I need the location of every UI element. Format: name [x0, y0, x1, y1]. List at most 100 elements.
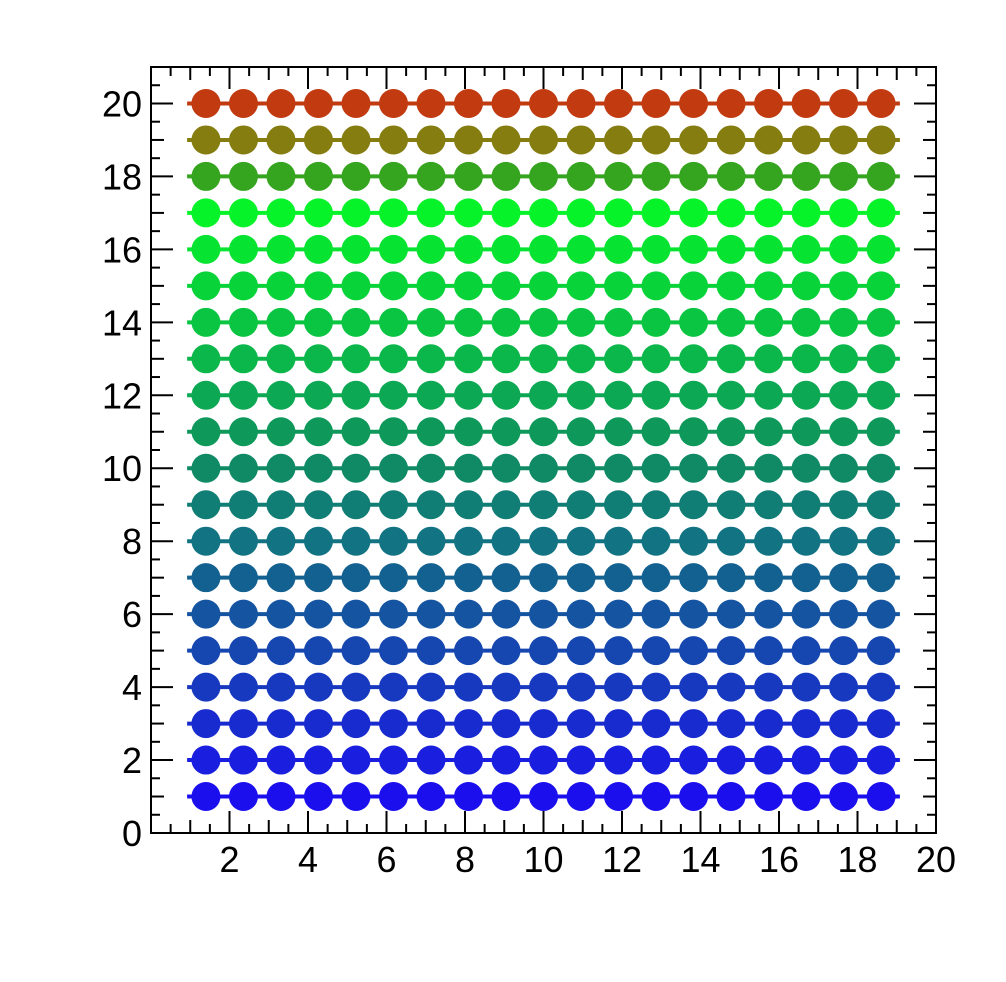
- data-marker-row-2: [416, 745, 446, 775]
- data-marker-row-4: [866, 672, 896, 702]
- data-marker-row-14: [716, 307, 746, 337]
- data-marker-row-20: [491, 88, 521, 118]
- data-marker-row-3: [416, 709, 446, 739]
- data-marker-row-13: [791, 344, 821, 374]
- data-marker-row-3: [341, 709, 371, 739]
- data-marker-row-19: [641, 125, 671, 155]
- data-marker-row-8: [341, 526, 371, 556]
- data-marker-row-6: [303, 599, 333, 629]
- data-marker-row-12: [303, 380, 333, 410]
- data-marker-row-18: [454, 161, 484, 191]
- data-marker-row-13: [341, 344, 371, 374]
- data-marker-row-19: [791, 125, 821, 155]
- data-marker-row-1: [491, 782, 521, 812]
- data-marker-row-10: [491, 453, 521, 483]
- data-marker-row-17: [754, 198, 784, 228]
- data-marker-row-19: [416, 125, 446, 155]
- data-marker-row-16: [378, 234, 408, 264]
- data-marker-row-11: [604, 417, 634, 447]
- data-marker-row-8: [416, 526, 446, 556]
- data-marker-row-11: [754, 417, 784, 447]
- data-marker-row-15: [341, 271, 371, 301]
- data-marker-row-9: [679, 490, 709, 520]
- data-marker-row-10: [641, 453, 671, 483]
- data-marker-row-11: [566, 417, 596, 447]
- data-marker-row-16: [866, 234, 896, 264]
- data-marker-row-18: [716, 161, 746, 191]
- data-marker-row-16: [416, 234, 446, 264]
- data-marker-row-10: [416, 453, 446, 483]
- data-marker-row-4: [416, 672, 446, 702]
- y-tick-label: 10: [102, 448, 142, 489]
- data-marker-row-3: [716, 709, 746, 739]
- data-marker-row-12: [829, 380, 859, 410]
- data-marker-row-7: [266, 563, 296, 593]
- x-tick-label: 18: [837, 839, 877, 880]
- data-marker-row-10: [829, 453, 859, 483]
- data-marker-row-17: [791, 198, 821, 228]
- data-marker-row-19: [341, 125, 371, 155]
- data-marker-row-14: [491, 307, 521, 337]
- data-marker-row-10: [341, 453, 371, 483]
- data-marker-row-6: [716, 599, 746, 629]
- data-marker-row-19: [754, 125, 784, 155]
- data-marker-row-14: [454, 307, 484, 337]
- data-marker-row-16: [716, 234, 746, 264]
- data-marker-row-2: [266, 745, 296, 775]
- data-marker-row-19: [266, 125, 296, 155]
- data-marker-row-20: [266, 88, 296, 118]
- data-marker-row-12: [191, 380, 221, 410]
- data-marker-row-20: [754, 88, 784, 118]
- data-marker-row-2: [679, 745, 709, 775]
- data-marker-row-15: [641, 271, 671, 301]
- data-marker-row-12: [228, 380, 258, 410]
- data-marker-row-5: [641, 636, 671, 666]
- data-marker-row-8: [303, 526, 333, 556]
- data-marker-row-18: [529, 161, 559, 191]
- data-marker-row-1: [829, 782, 859, 812]
- data-marker-row-5: [416, 636, 446, 666]
- data-marker-row-17: [191, 198, 221, 228]
- data-marker-row-13: [829, 344, 859, 374]
- data-marker-row-18: [566, 161, 596, 191]
- data-marker-row-13: [266, 344, 296, 374]
- data-marker-row-7: [791, 563, 821, 593]
- data-marker-row-18: [604, 161, 634, 191]
- data-marker-row-20: [191, 88, 221, 118]
- data-marker-row-11: [716, 417, 746, 447]
- data-marker-row-4: [491, 672, 521, 702]
- data-marker-row-17: [416, 198, 446, 228]
- data-marker-row-17: [604, 198, 634, 228]
- data-marker-row-2: [228, 745, 258, 775]
- data-marker-row-12: [529, 380, 559, 410]
- data-marker-row-4: [454, 672, 484, 702]
- data-marker-row-6: [454, 599, 484, 629]
- data-marker-row-15: [566, 271, 596, 301]
- data-marker-row-16: [491, 234, 521, 264]
- data-marker-row-12: [454, 380, 484, 410]
- data-marker-row-8: [191, 526, 221, 556]
- data-marker-row-19: [378, 125, 408, 155]
- data-marker-row-6: [378, 599, 408, 629]
- data-marker-row-7: [341, 563, 371, 593]
- data-marker-row-1: [416, 782, 446, 812]
- data-marker-row-15: [754, 271, 784, 301]
- y-tick-label: 16: [102, 229, 142, 270]
- data-marker-row-16: [566, 234, 596, 264]
- data-marker-row-20: [303, 88, 333, 118]
- data-marker-row-16: [641, 234, 671, 264]
- data-marker-row-12: [754, 380, 784, 410]
- data-marker-row-11: [791, 417, 821, 447]
- data-marker-row-2: [491, 745, 521, 775]
- data-marker-row-3: [228, 709, 258, 739]
- data-marker-row-10: [266, 453, 296, 483]
- data-marker-row-3: [754, 709, 784, 739]
- data-marker-row-2: [641, 745, 671, 775]
- data-marker-row-10: [679, 453, 709, 483]
- data-marker-row-8: [716, 526, 746, 556]
- data-marker-row-3: [266, 709, 296, 739]
- data-marker-row-12: [716, 380, 746, 410]
- data-marker-row-8: [228, 526, 258, 556]
- data-marker-row-2: [566, 745, 596, 775]
- data-marker-row-10: [191, 453, 221, 483]
